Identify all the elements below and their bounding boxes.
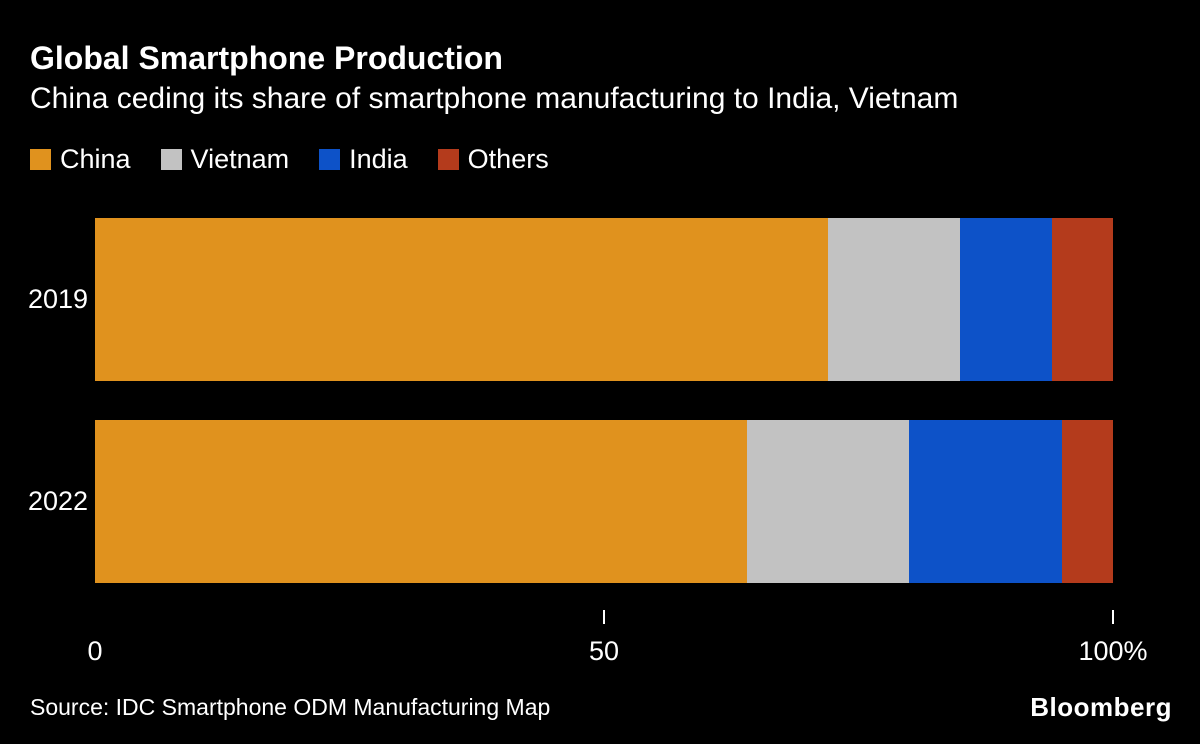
chart-subtitle: China ceding its share of smartphone man… [30, 82, 959, 115]
x-axis-label-100: 100% [1078, 636, 1148, 666]
source-note: Source: IDC Smartphone ODM Manufacturing… [30, 694, 551, 720]
y-axis-labels: 2019 2022 [28, 218, 90, 583]
china-swatch-icon [30, 149, 51, 170]
segment-vietnam-2019 [827, 218, 961, 381]
x-axis: 0 50 100% [87, 600, 1148, 680]
segment-china-2022 [95, 420, 747, 583]
vietnam-swatch-icon [160, 149, 182, 170]
legend-item-india: India [319, 144, 408, 175]
year-label-2019: 2019 [28, 284, 89, 314]
segment-vietnam-2022 [746, 420, 910, 583]
legend-label: China [60, 144, 131, 174]
segment-india-2022 [909, 420, 1063, 583]
segment-others-2019 [1051, 218, 1113, 381]
segment-india-2019 [960, 218, 1052, 381]
india-swatch-icon [319, 149, 341, 170]
legend-label: India [349, 144, 408, 174]
legend-item-china: China [30, 144, 131, 175]
plot-area [95, 218, 1113, 583]
segment-china-2019 [95, 218, 828, 381]
legend: China Vietnam India Others [30, 144, 549, 175]
x-tick-50 [603, 610, 605, 624]
legend-item-others: Others [437, 144, 549, 175]
others-swatch-icon [437, 149, 459, 170]
bloomberg-logo: Bloomberg [1030, 692, 1172, 722]
x-tick-100 [1112, 610, 1114, 624]
x-axis-label-0: 0 [87, 636, 103, 666]
year-label-2022: 2022 [28, 486, 89, 516]
legend-label: Others [467, 144, 549, 174]
segment-others-2022 [1062, 420, 1113, 583]
bar-2022 [95, 420, 1113, 583]
chart-title: Global Smartphone Production [30, 40, 503, 76]
x-axis-label-50: 50 [588, 636, 620, 666]
bar-2019 [95, 218, 1113, 381]
legend-label: Vietnam [190, 144, 290, 174]
legend-item-vietnam: Vietnam [160, 144, 290, 175]
